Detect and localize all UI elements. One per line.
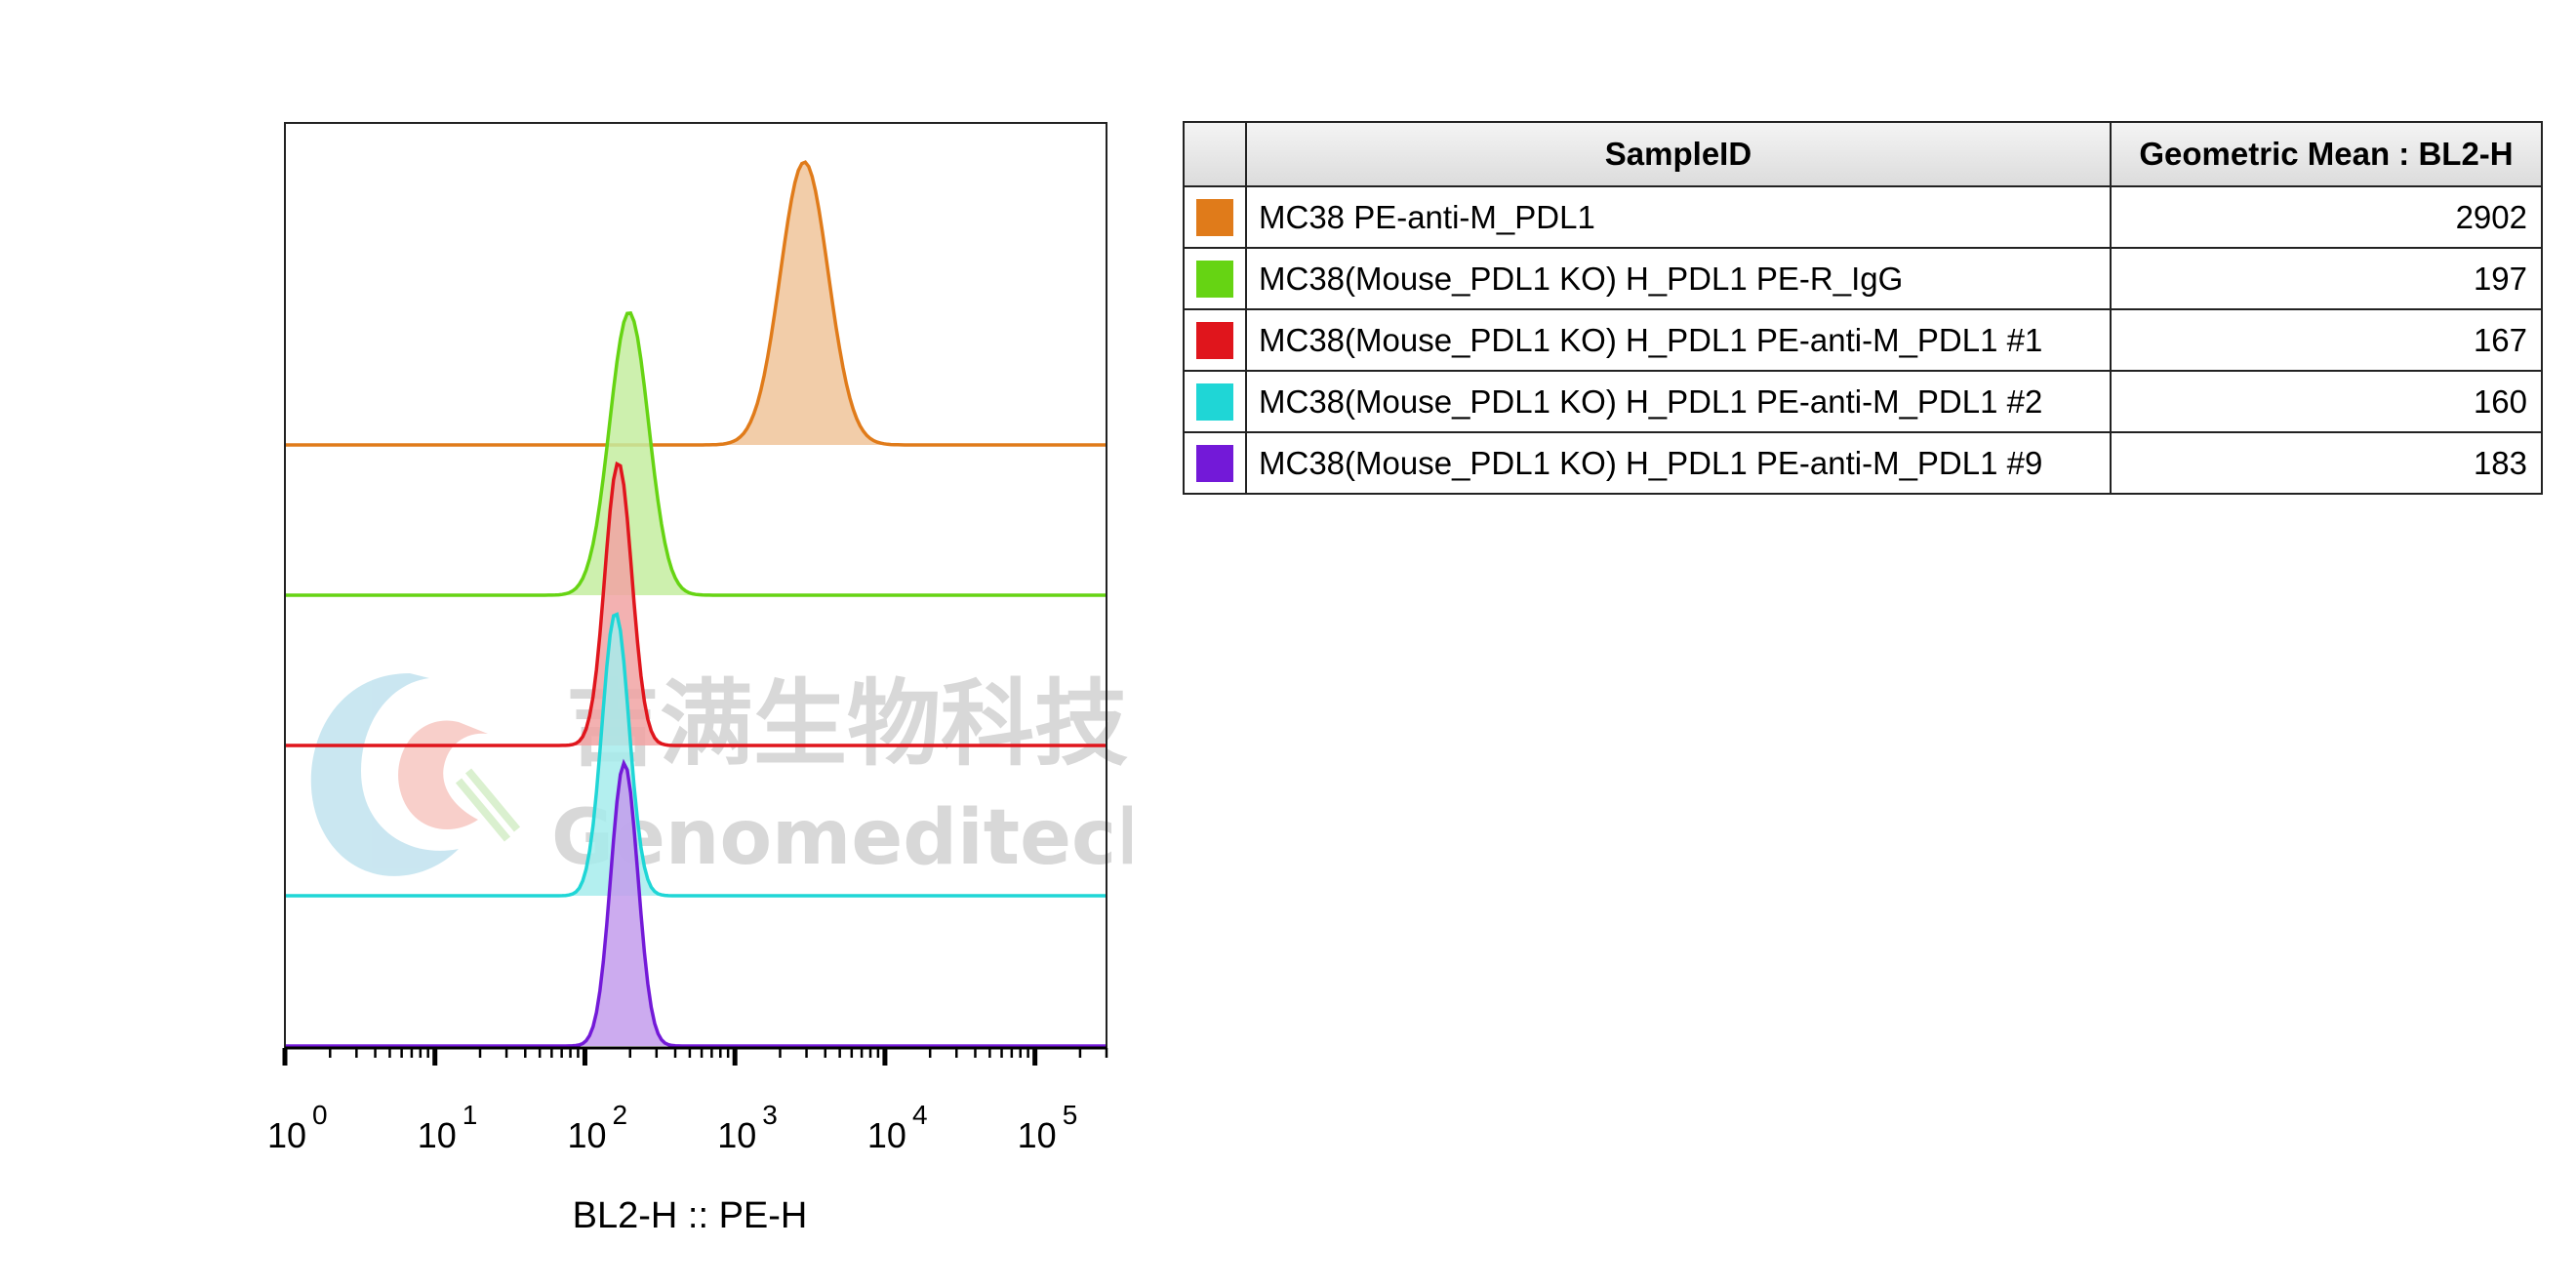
x-tick-label-1: 101: [418, 1100, 478, 1155]
x-tick-exponent: 5: [1063, 1100, 1078, 1130]
x-tick-label-2: 102: [567, 1100, 627, 1155]
legend-color-swatch: [1196, 444, 1233, 482]
swatch-header: [1183, 121, 1247, 187]
legend-row: MC38(Mouse_PDL1 KO) H_PDL1 PE-anti-M_PDL…: [1183, 431, 2543, 495]
x-tick-base: 10: [867, 1115, 906, 1155]
legend-body: MC38 PE-anti-M_PDL1 2902 MC38(Mouse_PDL1 K…: [1183, 185, 2543, 495]
legend-row: MC38(Mouse_PDL1 KO) H_PDL1 PE-R_IgG 197: [1183, 247, 2543, 310]
legend-row: MC38(Mouse_PDL1 KO) H_PDL1 PE-anti-M_PDL…: [1183, 370, 2543, 433]
legend-sample-id: MC38(Mouse_PDL1 KO) H_PDL1 PE-anti-M_PDL…: [1245, 308, 2112, 372]
x-tick-label-4: 104: [867, 1100, 928, 1155]
legend-color-swatch: [1196, 198, 1233, 236]
x-tick-label-5: 105: [1018, 1100, 1078, 1155]
legend-swatch-cell: [1183, 431, 1247, 495]
geometric-mean-header: Geometric Mean : BL2-H: [2110, 121, 2543, 187]
x-tick-base: 10: [717, 1115, 756, 1155]
legend-geometric-mean: 183: [2110, 431, 2543, 495]
sample-id-header: SampleID: [1245, 121, 2112, 187]
legend-sample-id: MC38 PE-anti-M_PDL1: [1245, 185, 2112, 249]
x-tick-base: 10: [567, 1115, 606, 1155]
legend-geometric-mean: 2902: [2110, 185, 2543, 249]
x-tick-label-3: 103: [717, 1100, 778, 1155]
legend-swatch-cell: [1183, 247, 1247, 310]
legend-swatch-cell: [1183, 308, 1247, 372]
legend-geometric-mean: 160: [2110, 370, 2543, 433]
legend-sample-id: MC38(Mouse_PDL1 KO) H_PDL1 PE-anti-M_PDL…: [1245, 431, 2112, 495]
legend-geometric-mean: 167: [2110, 308, 2543, 372]
watermark-en: Genomeditech: [551, 794, 1132, 882]
x-tick-base: 10: [1018, 1115, 1057, 1155]
legend-swatch-cell: [1183, 370, 1247, 433]
x-tick-exponent: 3: [762, 1100, 778, 1130]
x-tick-exponent: 1: [463, 1100, 478, 1130]
legend-sample-id: MC38(Mouse_PDL1 KO) H_PDL1 PE-R_IgG: [1245, 247, 2112, 310]
x-tick-label-0: 100: [267, 1100, 328, 1155]
legend-table-container: SampleID Geometric Mean : BL2-H MC38 PE-…: [1183, 121, 2543, 495]
legend-header-row: SampleID Geometric Mean : BL2-H: [1183, 121, 2543, 187]
x-tick-exponent: 0: [312, 1100, 328, 1130]
legend-table: SampleID Geometric Mean : BL2-H MC38 PE-…: [1183, 121, 2543, 495]
histogram-line-1: [285, 160, 1107, 447]
x-axis-label: BL2-H :: PE-H: [573, 1195, 808, 1236]
histogram-line-4: [285, 612, 1107, 898]
histogram-fill-1: [285, 162, 1107, 445]
watermark-cn: 吉满生物科技: [566, 669, 1128, 779]
series-layer: [285, 160, 1107, 1048]
histogram-line-2: [285, 311, 1107, 597]
x-tick-exponent: 4: [912, 1100, 928, 1130]
legend-geometric-mean: 197: [2110, 247, 2543, 310]
legend-row: MC38(Mouse_PDL1 KO) H_PDL1 PE-anti-M_PDL…: [1183, 308, 2543, 372]
legend-sample-id: MC38(Mouse_PDL1 KO) H_PDL1 PE-anti-M_PDL…: [1245, 370, 2112, 433]
watermark-logo: [310, 673, 521, 876]
x-tick-exponent: 2: [613, 1100, 628, 1130]
legend-color-swatch: [1196, 260, 1233, 298]
legend-swatch-cell: [1183, 185, 1247, 249]
legend-row: MC38 PE-anti-M_PDL1 2902: [1183, 185, 2543, 249]
plot-frame: [284, 122, 1107, 1049]
histogram-fill-2: [285, 312, 1107, 595]
legend-color-swatch: [1196, 321, 1233, 359]
x-tick-base: 10: [418, 1115, 457, 1155]
histogram-line-5: [285, 758, 1107, 1048]
x-tick-base: 10: [267, 1115, 306, 1155]
histogram-line-3: [285, 461, 1107, 747]
legend-color-swatch: [1196, 382, 1233, 421]
